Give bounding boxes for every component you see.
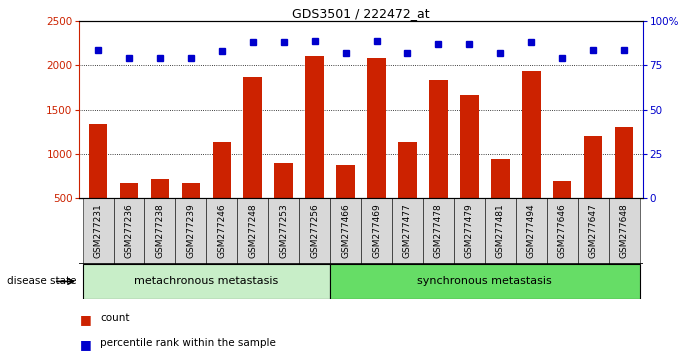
- Text: GSM277494: GSM277494: [527, 204, 536, 258]
- Text: GSM277648: GSM277648: [620, 204, 629, 258]
- Bar: [553, 181, 571, 242]
- Bar: [454, 198, 485, 264]
- Bar: [485, 198, 515, 264]
- Text: GSM277239: GSM277239: [187, 204, 196, 258]
- Text: percentile rank within the sample: percentile rank within the sample: [100, 338, 276, 348]
- Text: GSM277231: GSM277231: [93, 204, 102, 258]
- Text: GSM277246: GSM277246: [217, 204, 227, 258]
- Bar: [460, 95, 479, 242]
- Bar: [274, 163, 293, 242]
- Text: GSM277248: GSM277248: [248, 204, 257, 258]
- Bar: [182, 183, 200, 242]
- Bar: [268, 198, 299, 264]
- Bar: [82, 264, 330, 299]
- Text: GSM277479: GSM277479: [465, 204, 474, 258]
- Bar: [423, 198, 454, 264]
- Bar: [547, 198, 578, 264]
- Bar: [151, 179, 169, 242]
- Bar: [615, 127, 634, 242]
- Text: GSM277478: GSM277478: [434, 204, 443, 258]
- Text: GSM277466: GSM277466: [341, 204, 350, 258]
- Text: disease state: disease state: [7, 276, 77, 286]
- Bar: [144, 198, 176, 264]
- Text: GSM277469: GSM277469: [372, 204, 381, 258]
- Bar: [361, 198, 392, 264]
- Title: GDS3501 / 222472_at: GDS3501 / 222472_at: [292, 7, 430, 20]
- Text: GSM277256: GSM277256: [310, 204, 319, 258]
- Bar: [243, 77, 262, 242]
- Bar: [392, 198, 423, 264]
- Bar: [609, 198, 640, 264]
- Text: ■: ■: [79, 313, 91, 326]
- Bar: [584, 136, 603, 242]
- Text: GSM277481: GSM277481: [495, 204, 505, 258]
- Bar: [176, 198, 207, 264]
- Text: GSM277477: GSM277477: [403, 204, 412, 258]
- Text: ■: ■: [79, 338, 91, 351]
- Text: synchronous metastasis: synchronous metastasis: [417, 276, 552, 286]
- Bar: [398, 143, 417, 242]
- Text: GSM277647: GSM277647: [589, 204, 598, 258]
- Bar: [299, 198, 330, 264]
- Bar: [330, 264, 640, 299]
- Bar: [305, 56, 324, 242]
- Bar: [578, 198, 609, 264]
- Bar: [491, 159, 509, 242]
- Bar: [367, 58, 386, 242]
- Bar: [337, 166, 355, 242]
- Text: GSM277646: GSM277646: [558, 204, 567, 258]
- Bar: [522, 71, 540, 242]
- Bar: [82, 198, 113, 264]
- Text: GSM277238: GSM277238: [155, 204, 164, 258]
- Bar: [120, 183, 138, 242]
- Bar: [330, 198, 361, 264]
- Bar: [88, 124, 107, 242]
- Bar: [113, 198, 144, 264]
- Text: GSM277236: GSM277236: [124, 204, 133, 258]
- Bar: [429, 80, 448, 242]
- Text: metachronous metastasis: metachronous metastasis: [134, 276, 278, 286]
- Bar: [213, 143, 231, 242]
- Bar: [515, 198, 547, 264]
- Text: count: count: [100, 313, 130, 323]
- Text: GSM277253: GSM277253: [279, 204, 288, 258]
- Bar: [237, 198, 268, 264]
- Bar: [207, 198, 237, 264]
